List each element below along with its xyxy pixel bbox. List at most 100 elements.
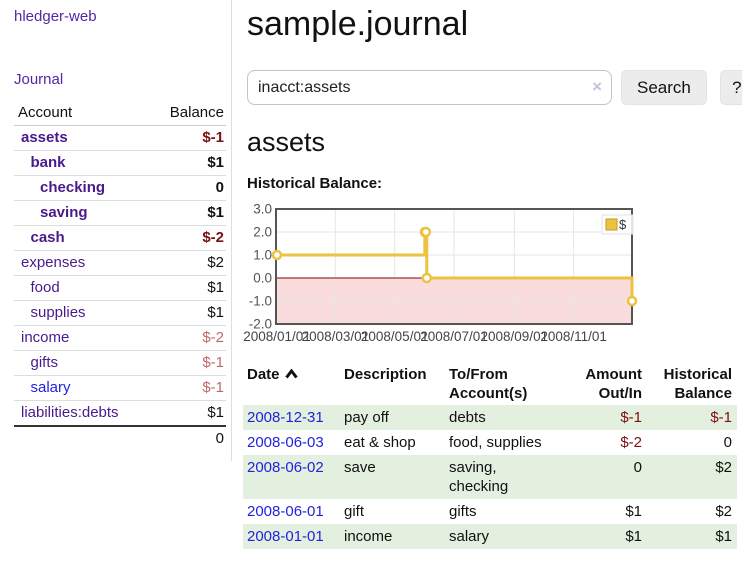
column-header-line1: Amount — [585, 366, 642, 383]
column-header-line1: Date — [247, 366, 280, 383]
x-axis-label: 2008/07/01 — [420, 329, 488, 344]
account-row: liabilities:debts $1 — [14, 400, 226, 427]
search-input[interactable] — [247, 70, 612, 105]
page-title: sample.journal — [247, 5, 469, 43]
transaction-date-cell: 2008-01-01 — [243, 524, 344, 549]
account-balance: $-2 — [148, 225, 226, 251]
sidebar: hledger-web Journal Account Balance asse… — [0, 0, 232, 461]
accounts-total-value: 0 — [148, 425, 226, 451]
account-row: food $1 — [14, 275, 226, 301]
transaction-date-link[interactable]: 2008-06-01 — [247, 503, 324, 520]
account-link[interactable]: checking — [40, 179, 106, 196]
column-header-line2: Account(s) — [449, 385, 528, 402]
transaction-row: 2008-01-01 income salary $1 $1 — [243, 524, 737, 549]
account-link[interactable]: salary — [30, 379, 71, 396]
account-link[interactable]: expenses — [21, 254, 86, 271]
transaction-date-link[interactable]: 2008-01-01 — [247, 528, 324, 545]
journal-nav-link[interactable]: Journal — [14, 71, 64, 88]
account-row: income $-2 — [14, 325, 226, 351]
register-column-header: To/From Account(s) — [449, 363, 552, 405]
transaction-balance: $1 — [715, 528, 732, 545]
transaction-amount: $-1 — [620, 409, 642, 426]
help-button[interactable]: ? — [719, 70, 742, 105]
register-column-header: Amount Out/In — [552, 363, 647, 405]
y-axis-label: 3.0 — [253, 204, 272, 217]
transaction-accounts: food, supplies — [449, 434, 542, 451]
y-axis-label: 2.0 — [253, 225, 272, 240]
x-axis-label: 2008/01/01 — [243, 329, 311, 344]
chart-legend-label: $ — [619, 217, 627, 232]
account-heading: assets — [247, 127, 326, 157]
chart-data-point — [626, 295, 638, 307]
x-axis-label: 2008/05/01 — [361, 329, 429, 344]
chart-data-point — [271, 249, 283, 261]
transaction-amount: $1 — [625, 503, 642, 520]
transaction-date-cell: 2008-12-31 — [243, 405, 344, 430]
account-row: bank $1 — [14, 150, 226, 176]
account-link[interactable]: supplies — [30, 304, 86, 321]
account-name-cell: liabilities:debts — [14, 400, 149, 427]
transaction-date-cell: 2008-06-02 — [243, 455, 344, 499]
account-name-cell: expenses — [14, 250, 149, 276]
y-axis-label: 0.0 — [253, 271, 272, 286]
account-link[interactable]: bank — [30, 154, 66, 171]
transaction-balance: $2 — [715, 459, 732, 476]
transaction-accounts: debts — [449, 409, 486, 426]
account-link[interactable]: food — [30, 279, 60, 296]
accounts-total-row: 0 — [14, 425, 226, 451]
accounts-total-spacer — [14, 425, 149, 451]
register-table: Date Description To/From Account(s) Amount Ou… — [243, 363, 737, 549]
transaction-amount: $1 — [625, 528, 642, 545]
app-title-link[interactable]: hledger-web — [14, 8, 97, 25]
x-axis-label: 2008/11/01 — [540, 329, 607, 344]
transaction-amount: $-2 — [620, 434, 642, 451]
column-header-line1: To/From — [449, 366, 508, 383]
register-column-header[interactable]: Date — [243, 363, 344, 405]
account-name-cell: checking — [14, 175, 149, 201]
transaction-balance: $-1 — [710, 409, 732, 426]
account-balance: $1 — [148, 200, 226, 226]
transaction-accounts: saving, checking — [449, 459, 509, 495]
clear-search-icon[interactable]: × — [592, 77, 602, 96]
transaction-date-cell: 2008-06-01 — [243, 499, 344, 524]
account-link[interactable]: liabilities:debts — [21, 404, 119, 421]
transaction-date-link[interactable]: 2008-06-03 — [247, 434, 324, 451]
transaction-row: 2008-12-31 pay off debts $-1 $-1 — [243, 405, 737, 430]
chart-data-point — [421, 272, 433, 284]
account-balance: $-2 — [148, 325, 226, 351]
transaction-accounts: gifts — [449, 503, 477, 520]
accounts-header-row: Account Balance — [14, 101, 226, 126]
transaction-accounts: salary — [449, 528, 490, 545]
chart-title: Historical Balance: — [247, 175, 383, 192]
transaction-date-link[interactable]: 2008-06-02 — [247, 459, 324, 476]
chart-plot-border — [275, 208, 633, 325]
account-link[interactable]: income — [21, 329, 70, 346]
transaction-amount: 0 — [633, 459, 642, 476]
account-link[interactable]: cash — [30, 229, 65, 246]
chart-data-point — [420, 226, 432, 238]
column-header-line2: Out/In — [598, 385, 642, 402]
search-button[interactable]: Search — [621, 70, 707, 105]
account-balance: $-1 — [148, 350, 226, 376]
y-axis-label: 1.0 — [253, 248, 272, 263]
transaction-date-cell: 2008-06-03 — [243, 430, 344, 455]
account-row: salary $-1 — [14, 375, 226, 401]
chart-svg: $3.0 2.0 1.0 0.0 -1.0 -2.02008/01/012008/03/0… — [243, 204, 638, 344]
transaction-description: pay off — [344, 409, 389, 426]
chart-legend-swatch — [605, 218, 618, 231]
main-content: sample.journal × Search ? assets Histori… — [232, 0, 742, 549]
account-link[interactable]: saving — [40, 204, 88, 221]
account-name-cell: assets — [14, 125, 149, 151]
account-link[interactable]: gifts — [30, 354, 59, 371]
account-balance: 0 — [148, 175, 226, 201]
account-balance: $2 — [148, 250, 226, 276]
sort-ascending-icon — [284, 368, 298, 379]
column-header-line1: Description — [344, 366, 427, 383]
account-name-cell: bank — [14, 150, 149, 176]
transaction-date-link[interactable]: 2008-12-31 — [247, 409, 324, 426]
account-balance: $1 — [148, 275, 226, 301]
transaction-balance: $2 — [715, 503, 732, 520]
account-name-cell: gifts — [14, 350, 149, 376]
account-link[interactable]: assets — [21, 129, 68, 146]
account-balance: $-1 — [148, 125, 226, 151]
